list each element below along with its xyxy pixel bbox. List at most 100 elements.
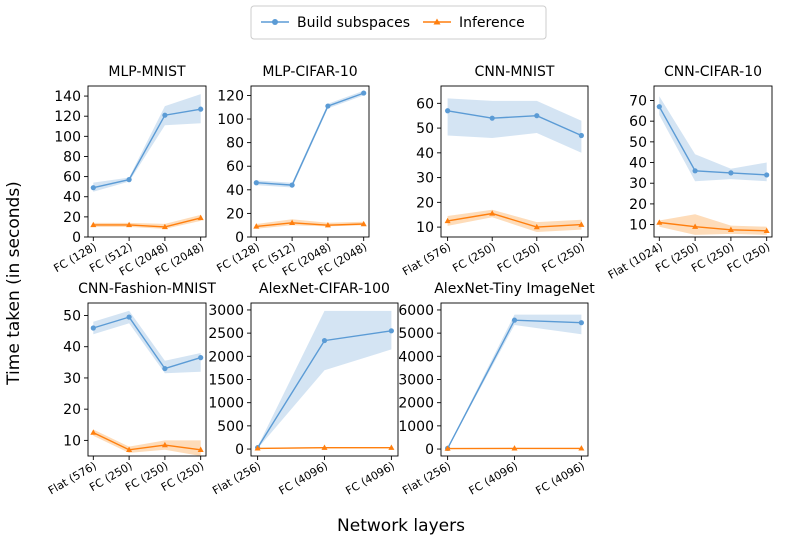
y-tick-label: 10 xyxy=(63,433,81,449)
inference-series-line xyxy=(447,212,582,228)
subplot-title: CNN-CIFAR-10 xyxy=(664,64,762,80)
x-tick-label: FC (250) xyxy=(450,240,497,275)
subplot-frame xyxy=(653,85,773,238)
y-tick-label: 20 xyxy=(63,210,81,226)
y-tick-label: 40 xyxy=(226,183,244,199)
build-data-point xyxy=(534,113,540,119)
build-data-point xyxy=(325,103,331,109)
inference-data-point xyxy=(126,446,133,452)
inference-data-point xyxy=(444,445,451,451)
build-data-point xyxy=(728,170,734,176)
inference-data-point xyxy=(763,227,770,233)
x-tick-label: Flat (576) xyxy=(46,459,99,497)
build-data-point xyxy=(489,115,495,121)
inference-data-point xyxy=(656,219,663,225)
inference-data-point xyxy=(578,221,585,227)
y-tick-label: 140 xyxy=(54,89,81,105)
y-tick-label: 80 xyxy=(63,149,81,165)
x-tick-label: FC (250) xyxy=(495,240,542,275)
y-tick-label: 2000 xyxy=(398,396,434,412)
y-tick-label: 70 xyxy=(629,93,647,109)
build-series-line xyxy=(93,316,201,370)
build-data-point xyxy=(361,90,367,96)
y-tick-label: 40 xyxy=(63,190,81,206)
y-tick-label: 120 xyxy=(54,109,81,125)
y-tick-label: 20 xyxy=(63,402,81,418)
y-tick-label: 100 xyxy=(54,129,81,145)
build-confidence-band xyxy=(93,94,201,192)
inference-data-point xyxy=(321,444,328,450)
subplot-frame xyxy=(87,302,207,457)
x-tick-label: FC (4096) xyxy=(467,459,520,497)
y-tick-label: 40 xyxy=(629,156,647,172)
inference-data-point xyxy=(197,214,204,221)
inference-data-point xyxy=(360,220,367,227)
legend-build-label: Build subspaces xyxy=(297,15,410,31)
inference-data-point xyxy=(533,223,540,230)
subplot-title: CNN-Fashion-MNIST xyxy=(78,281,216,297)
y-tick-label: 0 xyxy=(72,230,81,246)
y-tick-label: 4000 xyxy=(398,349,434,365)
inference-data-point xyxy=(126,221,133,228)
subplot-title: AlexNet-Tiny ImageNet xyxy=(434,281,595,297)
y-tick-label: 40 xyxy=(416,146,434,162)
inference-data-point xyxy=(444,217,451,224)
y-tick-label: 50 xyxy=(416,121,434,137)
inference-data-point xyxy=(253,223,260,229)
inference-series-line xyxy=(93,217,201,228)
y-tick-label: 80 xyxy=(226,136,244,152)
y-tick-label: 0 xyxy=(235,230,244,246)
inference-data-point xyxy=(90,221,97,228)
subplot-7: AlexNet-Tiny ImageNet 0 1000 2000 3000 4000 50… xyxy=(398,281,595,498)
build-series-line xyxy=(447,110,582,137)
build-confidence-band xyxy=(659,96,767,182)
build-confidence-band xyxy=(447,314,582,449)
inference-data-point xyxy=(388,444,395,450)
x-tick-label: FC (250) xyxy=(540,240,587,275)
inference-confidence-band xyxy=(93,429,201,456)
y-tick-label: 60 xyxy=(226,159,244,175)
subplot-6: AlexNet-CIFAR-100 0 500 1000 1500 2000 2500 300… xyxy=(208,281,399,498)
y-tick-label: 120 xyxy=(217,88,244,104)
inference-data-point xyxy=(692,223,699,229)
subplot-frame xyxy=(250,85,370,238)
inference-data-point xyxy=(511,445,518,451)
y-tick-label: 10 xyxy=(629,218,647,234)
build-series-line xyxy=(93,108,201,189)
build-series-line xyxy=(256,92,364,186)
inference-series-line xyxy=(256,222,364,228)
y-axis-label: Time taken (in seconds) xyxy=(4,181,24,386)
legend-frame xyxy=(250,5,547,40)
build-data-point xyxy=(321,337,328,344)
subplot-frame xyxy=(87,85,207,238)
inference-data-point xyxy=(727,226,734,232)
legend: Build subspaces Inference xyxy=(250,5,547,40)
build-data-point xyxy=(126,314,132,320)
build-data-point xyxy=(162,112,168,118)
build-series-line xyxy=(446,319,582,449)
y-tick-label: 50 xyxy=(63,308,81,324)
inference-series-line xyxy=(92,431,201,451)
x-tick-label: Flat (576) xyxy=(400,240,453,278)
legend-inference-label: Inference xyxy=(459,15,525,31)
build-data-point xyxy=(162,365,168,372)
y-tick-label: 0 xyxy=(235,442,244,458)
y-tick-label: 3000 xyxy=(398,373,434,389)
y-tick-label: 1000 xyxy=(398,419,434,435)
build-data-point xyxy=(511,317,518,323)
x-tick-label: Flat (256) xyxy=(400,459,453,497)
inference-series-line xyxy=(659,221,767,232)
y-tick-label: 30 xyxy=(63,371,81,387)
inference-data-point xyxy=(197,446,204,452)
y-tick-label: 3000 xyxy=(208,303,244,319)
subplot-title: CNN-MNIST xyxy=(475,64,555,80)
inference-data-point xyxy=(578,445,585,451)
build-data-point xyxy=(578,132,584,139)
inference-data-point xyxy=(90,429,97,435)
y-tick-label: 30 xyxy=(416,171,434,187)
y-tick-label: 60 xyxy=(416,96,434,112)
build-data-point xyxy=(445,108,451,114)
